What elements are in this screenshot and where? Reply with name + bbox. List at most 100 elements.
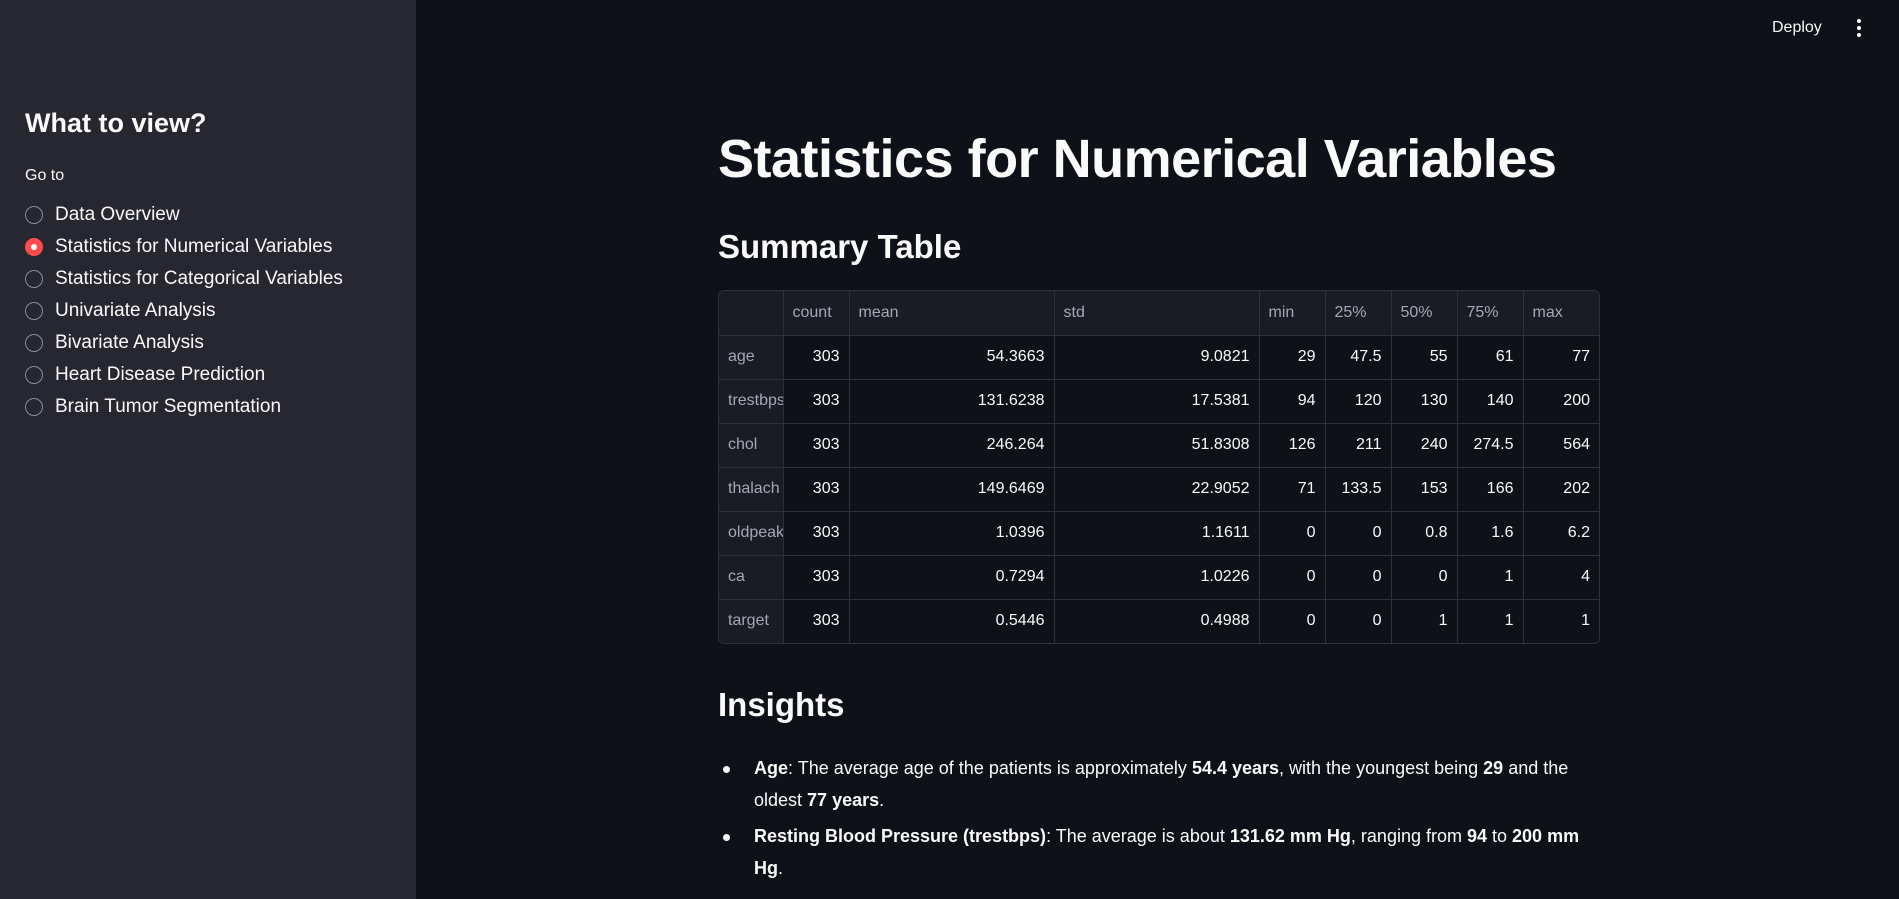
insight-text: . — [778, 858, 784, 878]
table-cell: 303 — [783, 555, 850, 600]
insight-item: Resting Blood Pressure (trestbps): The a… — [723, 820, 1604, 884]
radio-unselected-icon[interactable] — [25, 398, 43, 416]
insight-emphasis: 77 years — [807, 790, 880, 810]
table-cell: 303 — [783, 467, 850, 512]
table-cell: 200 — [1523, 379, 1599, 424]
radio-unselected-icon[interactable] — [25, 366, 43, 384]
sidebar-heading: What to view? — [25, 108, 207, 138]
table-cell: 120 — [1325, 379, 1392, 424]
insights-title: Insights — [718, 686, 845, 723]
table-cell: 0 — [1259, 599, 1326, 643]
table-cell: 303 — [783, 335, 850, 380]
column-header-cell[interactable]: std — [1054, 291, 1260, 336]
deploy-button[interactable]: Deploy — [1762, 14, 1832, 42]
insights-list: Age: The average age of the patients is … — [718, 752, 1604, 888]
navigation-radio-group: Data Overview Statistics for Numerical Va… — [25, 199, 343, 423]
table-cell: 51.8308 — [1054, 423, 1260, 468]
table-cell: 47.5 — [1325, 335, 1392, 380]
kebab-vertical-icon[interactable] — [1850, 17, 1868, 39]
table-cell: 29 — [1259, 335, 1326, 380]
column-header-cell[interactable]: 25% — [1325, 291, 1392, 336]
insight-emphasis: 29 — [1483, 758, 1504, 778]
table-cell: 0 — [1259, 555, 1326, 600]
nav-radio-label: Data Overview — [55, 204, 180, 225]
nav-radio-label: Statistics for Categorical Variables — [55, 268, 343, 289]
column-header-cell[interactable]: count — [783, 291, 850, 336]
nav-radio-option[interactable]: Statistics for Numerical Variables — [25, 231, 343, 263]
nav-radio-option[interactable]: Brain Tumor Segmentation — [25, 391, 343, 423]
table-cell: 202 — [1523, 467, 1599, 512]
column-header-cell[interactable]: 50% — [1391, 291, 1458, 336]
table-cell: 54.3663 — [849, 335, 1055, 380]
insight-item: Age: The average age of the patients is … — [723, 752, 1604, 816]
summary-table-title: Summary Table — [718, 228, 962, 265]
insight-emphasis: 94 — [1466, 826, 1488, 846]
table-cell: 1 — [1391, 599, 1458, 643]
table-cell: 1.0396 — [849, 511, 1055, 556]
nav-radio-label: Statistics for Numerical Variables — [55, 236, 333, 257]
insight-emphasis: Resting Blood Pressure (trestbps) — [754, 826, 1047, 846]
table-cell: 246.264 — [849, 423, 1055, 468]
page-title: Statistics for Numerical Variables — [718, 129, 1557, 189]
nav-radio-label: Heart Disease Prediction — [55, 364, 266, 385]
table-cell: 564 — [1523, 423, 1599, 468]
table-cell: 61 — [1457, 335, 1524, 380]
insight-text: , ranging from — [1350, 826, 1467, 846]
table-cell: 126 — [1259, 423, 1326, 468]
insight-emphasis: 54.4 years — [1191, 758, 1280, 778]
insight-text: : The average age of the patients is app… — [788, 758, 1192, 778]
table-cell: 303 — [783, 511, 850, 556]
table-cell: 94 — [1259, 379, 1326, 424]
table-cell: 149.6469 — [849, 467, 1055, 512]
radio-unselected-icon[interactable] — [25, 334, 43, 352]
menu-dot — [1857, 26, 1861, 30]
index-header-cell — [719, 291, 784, 336]
radio-unselected-icon[interactable] — [25, 302, 43, 320]
nav-radio-option[interactable]: Heart Disease Prediction — [25, 359, 343, 391]
table-row: thalach 303 149.6469 22.9052 71 133.5 153 166 20… — [719, 467, 1599, 512]
radio-unselected-icon[interactable] — [25, 270, 43, 288]
column-header-cell[interactable]: max — [1523, 291, 1599, 336]
table-cell: 0 — [1391, 555, 1458, 600]
table-row: trestbps 303 131.6238 17.5381 94 120 130 140 200 — [719, 379, 1599, 424]
row-header-cell: thalach — [719, 467, 784, 512]
table-cell: 1.6 — [1457, 511, 1524, 556]
nav-radio-label: Brain Tumor Segmentation — [55, 396, 282, 417]
radio-unselected-icon[interactable] — [25, 206, 43, 224]
table-cell: 22.9052 — [1054, 467, 1260, 512]
table-cell: 17.5381 — [1054, 379, 1260, 424]
table-cell: 0 — [1325, 599, 1392, 643]
table-cell: 274.5 — [1457, 423, 1524, 468]
table-cell: 1 — [1581, 612, 1590, 630]
table-row: ca 303 0.7294 1.0226 0 0 0 1 4 — [719, 555, 1599, 600]
radio-selected-icon[interactable] — [25, 238, 43, 256]
table-cell: 77 — [1523, 335, 1599, 380]
insight-emphasis: 200 mm Hg — [754, 826, 1580, 878]
sidebar: What to view? Go to Data Overview Statist… — [0, 0, 416, 899]
row-header-cell: age — [719, 335, 784, 380]
table-cell: 0.5446 — [849, 599, 1055, 643]
nav-radio-option[interactable]: Univariate Analysis — [25, 295, 343, 327]
insight-text: . — [879, 790, 885, 810]
row-header-cell: oldpeak — [719, 511, 784, 556]
table-row: chol 303 246.264 51.8308 126 211 240 274.5 564 — [719, 423, 1599, 468]
column-header-cell[interactable]: 75% — [1457, 291, 1524, 336]
table-cell: 1 — [1457, 555, 1524, 600]
table-cell: 303 — [783, 599, 850, 643]
table-header-row: count mean std min 25% 50% 75% max — [719, 291, 1599, 336]
nav-radio-option[interactable]: Statistics for Categorical Variables — [25, 263, 343, 295]
insight-emphasis: 131.62 mm Hg — [1229, 826, 1351, 846]
summary-table[interactable]: count mean std min 25% 50% 75% max age 303 54.366… — [718, 290, 1600, 644]
nav-radio-label: Bivariate Analysis — [55, 332, 204, 353]
nav-radio-option[interactable]: Bivariate Analysis — [25, 327, 343, 359]
column-header-cell[interactable]: min — [1259, 291, 1326, 336]
nav-radio-option[interactable]: Data Overview — [25, 199, 343, 231]
column-header-cell[interactable]: mean — [849, 291, 1055, 336]
insight-emphasis: Age — [754, 758, 789, 778]
table-cell: 6.2 — [1523, 511, 1599, 556]
table-body: age 303 54.3663 9.0821 29 47.5 55 61 77 trestbps 3… — [719, 335, 1599, 643]
table-row: age 303 54.3663 9.0821 29 47.5 55 61 77 — [719, 335, 1599, 380]
table-cell: 71 — [1259, 467, 1326, 512]
row-header-cell: trestbps — [719, 379, 784, 424]
